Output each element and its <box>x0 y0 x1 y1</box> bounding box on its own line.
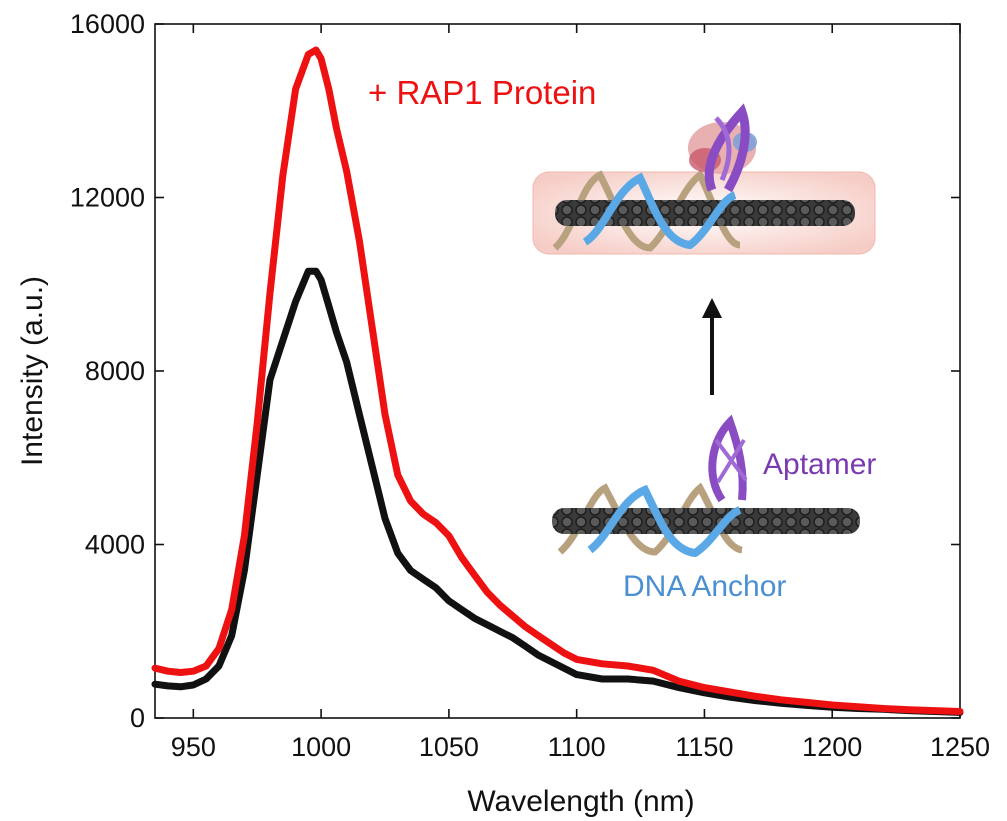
y-tick-label: 12000 <box>70 183 145 213</box>
y-tick-label: 8000 <box>85 356 145 386</box>
y-axis-title: Intensity (a.u.) <box>16 276 49 466</box>
dna-anchor-annotation: DNA Anchor <box>623 570 786 603</box>
protein-annotation: + RAP1 Protein <box>368 74 596 111</box>
series-layer <box>151 46 964 716</box>
x-tick-label: 1200 <box>802 732 862 762</box>
aptamer-annotation: Aptamer <box>763 448 876 481</box>
series-line-rap1-protein <box>151 46 964 715</box>
y-tick-label: 16000 <box>70 9 145 39</box>
dna-strand-front <box>582 172 737 250</box>
dna-strand-front <box>587 484 742 558</box>
y-tick-label: 0 <box>130 703 145 733</box>
x-tick-label: 1100 <box>548 732 606 762</box>
x-tick-label: 1050 <box>419 732 479 762</box>
aptamer-icon <box>708 414 748 503</box>
nanotube-bottom <box>552 508 860 534</box>
x-axis-ticks: 950 1000 1050 1100 1150 1200 1250 <box>171 24 990 762</box>
x-tick-label: 950 <box>171 732 216 762</box>
inset-bound-state <box>532 103 876 395</box>
x-tick-label: 1150 <box>675 732 733 762</box>
y-tick-label: 4000 <box>85 530 145 560</box>
protein-structure-icon <box>688 103 757 193</box>
y-axis-ticks: 0 4000 8000 12000 16000 <box>70 9 960 733</box>
x-tick-label: 1000 <box>291 732 351 762</box>
arrow-head-icon <box>702 298 722 318</box>
x-axis-title: Wavelength (nm) <box>467 785 694 818</box>
inset-unbound-state <box>552 414 860 558</box>
x-tick-label: 1250 <box>930 732 990 762</box>
nanotube-top <box>555 200 855 226</box>
series-line-baseline <box>151 267 964 716</box>
